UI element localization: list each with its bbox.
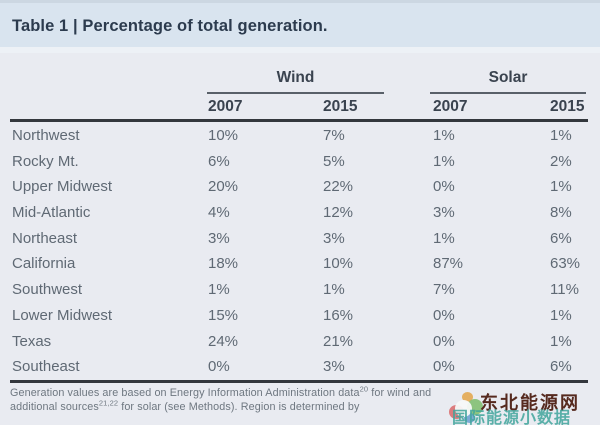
watermark-sub-text: 国际能源小数据 xyxy=(452,410,572,425)
wind-2007-cell: 10% xyxy=(208,127,239,144)
table-row: Southeast 0% 3% 0% 6% xyxy=(0,354,600,380)
solar-2007-cell: 0% xyxy=(433,332,455,350)
watermark-logo-icon xyxy=(447,392,485,425)
solar-2015-cell: 1% xyxy=(550,332,572,350)
wind-2007-cell: 6% xyxy=(208,152,230,170)
footnote-text: for wind and xyxy=(368,387,432,399)
footnote-line-2: additional sources21,22 for solar (see M… xyxy=(10,398,360,413)
wind-2007-cell: 1% xyxy=(208,281,230,299)
region-cell: Mid-Atlantic xyxy=(12,204,91,222)
table-row: Lower Midwest 15% 16% 0% 1% xyxy=(0,303,600,329)
region-cell: Northeast xyxy=(12,229,78,247)
footer-rule xyxy=(10,380,588,383)
solar-2007-cell: 1% xyxy=(433,229,455,247)
solar-2015-cell: 1% xyxy=(550,127,572,144)
logo-petal-orange xyxy=(462,392,473,402)
region-cell: Northwest xyxy=(12,127,80,144)
table-row: Upper Midwest 20% 22% 0% 1% xyxy=(0,174,600,200)
wind-2007-cell: 20% xyxy=(208,178,239,196)
wind-2015-cell: 3% xyxy=(323,229,345,247)
solar-2007-cell: 87% xyxy=(433,255,464,273)
wind-2007-cell: 3% xyxy=(208,229,230,247)
solar-2015-cell: 63% xyxy=(550,255,581,273)
table-row: Northeast 3% 3% 1% 6% xyxy=(0,226,600,252)
solar-2015-cell: 8% xyxy=(550,204,572,222)
header-rule xyxy=(10,119,588,122)
table-row: Southwest 1% 1% 7% 11% xyxy=(0,277,600,303)
solar-2007-cell: 7% xyxy=(433,281,455,299)
footnote-text: for solar (see Methods). Region is deter… xyxy=(118,401,360,413)
wind-2007-cell: 4% xyxy=(208,204,230,222)
solar-2007-cell: 0% xyxy=(433,178,455,196)
column-group-solar: Solar xyxy=(488,69,528,86)
footnote-text: additional sources xyxy=(10,401,99,413)
wind-2015-cell: 21% xyxy=(323,332,354,350)
wind-2015-cell: 10% xyxy=(323,255,354,273)
wind-2015-cell: 16% xyxy=(323,306,354,324)
footnote-text: Generation values are based on Energy In… xyxy=(10,387,360,399)
wind-2007-cell: 24% xyxy=(208,332,239,350)
wind-2015-cell: 5% xyxy=(323,152,345,170)
footnote-line-1: Generation values are based on Energy In… xyxy=(10,384,432,399)
region-cell: California xyxy=(12,255,76,273)
column-group-wind: Wind xyxy=(276,69,315,86)
wind-group-underline xyxy=(207,92,384,94)
solar-2007-cell: 1% xyxy=(433,127,455,144)
solar-2015-cell: 1% xyxy=(550,178,572,196)
column-header-solar-2015: 2015 xyxy=(550,98,585,115)
table-row: Rocky Mt. 6% 5% 1% 2% xyxy=(0,149,600,175)
solar-2015-cell: 2% xyxy=(550,152,572,170)
region-cell: Southwest xyxy=(12,281,83,299)
table-rows: Northwest 10% 7% 1% 1% Rocky Mt. 6% 5% 1… xyxy=(0,123,600,380)
table-row: California 18% 10% 87% 63% xyxy=(0,251,600,277)
wind-2007-cell: 18% xyxy=(208,255,239,273)
wind-2015-cell: 7% xyxy=(323,127,345,144)
region-cell: Lower Midwest xyxy=(12,306,113,324)
region-cell: Rocky Mt. xyxy=(12,152,79,170)
column-header-wind-2015: 2015 xyxy=(323,98,358,115)
solar-2015-cell: 11% xyxy=(550,281,579,299)
solar-2015-cell: 6% xyxy=(550,229,572,247)
table-title-band: Table 1 | Percentage of total generation… xyxy=(0,0,600,47)
column-header-wind-2007: 2007 xyxy=(208,98,243,115)
wind-2007-cell: 0% xyxy=(208,358,230,376)
solar-2007-cell: 1% xyxy=(433,152,455,170)
region-cell: Southeast xyxy=(12,358,80,376)
watermark-main-text: 东北能源网 xyxy=(480,393,580,413)
table-title: Table 1 | Percentage of total generation… xyxy=(12,17,328,35)
solar-2015-cell: 6% xyxy=(550,358,572,376)
wind-2015-cell: 1% xyxy=(323,281,345,299)
wind-2015-cell: 12% xyxy=(323,204,354,222)
table-row: Mid-Atlantic 4% 12% 3% 8% xyxy=(0,200,600,226)
wind-2015-cell: 3% xyxy=(323,358,345,376)
region-cell: Texas xyxy=(12,332,52,350)
wind-2015-cell: 22% xyxy=(323,178,354,196)
region-cell: Upper Midwest xyxy=(12,178,113,196)
table-row: Texas 24% 21% 0% 1% xyxy=(0,329,600,355)
solar-group-underline xyxy=(430,92,586,94)
footnote-reference-superscript: 21,22 xyxy=(98,398,119,408)
solar-2007-cell: 3% xyxy=(433,204,455,222)
table-body-background xyxy=(0,53,600,425)
table-row: Northwest 10% 7% 1% 1% xyxy=(0,123,600,149)
logo-petal-blue xyxy=(464,413,475,423)
solar-2015-cell: 1% xyxy=(550,306,572,324)
solar-2007-cell: 0% xyxy=(433,358,455,376)
footnote-reference-superscript: 20 xyxy=(359,384,369,394)
solar-2007-cell: 0% xyxy=(433,306,455,324)
column-header-solar-2007: 2007 xyxy=(433,98,468,115)
logo-center xyxy=(455,400,472,417)
wind-2007-cell: 15% xyxy=(208,306,239,324)
